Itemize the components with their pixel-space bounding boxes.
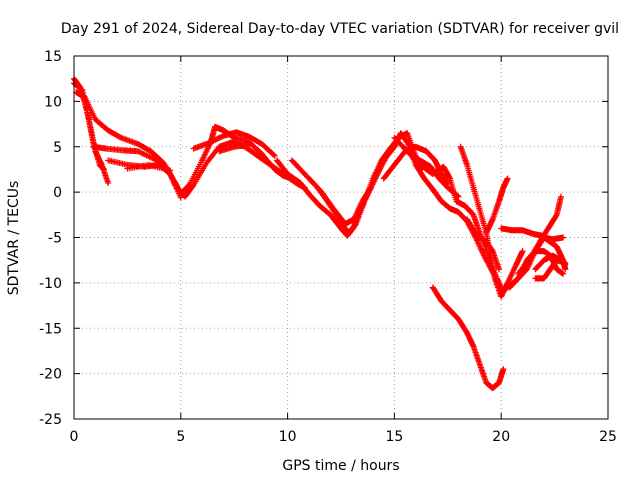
y-tick-label: -5 — [48, 231, 62, 247]
y-tick-label: 15 — [44, 49, 62, 65]
x-tick-label: 10 — [279, 429, 297, 445]
series-arc-11 — [305, 166, 383, 227]
data-point — [558, 193, 565, 200]
data-point — [177, 194, 184, 201]
y-tick-label: -25 — [39, 412, 62, 428]
grid — [74, 56, 608, 419]
y-tick-label: -20 — [39, 367, 62, 383]
y-tick-label: 10 — [44, 94, 62, 110]
x-tick-label: 20 — [492, 429, 510, 445]
data-point — [376, 166, 383, 173]
y-tick-label: 5 — [53, 140, 62, 156]
y-tick-label: -10 — [39, 276, 62, 292]
series-arc-16 — [464, 216, 503, 273]
y-tick-label: 0 — [53, 185, 62, 201]
x-tick-label: 0 — [70, 429, 79, 445]
data-point — [270, 151, 277, 158]
series-arc-8 — [216, 141, 253, 155]
series-arc-18 — [429, 284, 507, 392]
x-tick-label: 25 — [599, 429, 617, 445]
series-arc-7 — [190, 129, 278, 159]
data-point — [496, 266, 503, 273]
data-point — [167, 167, 174, 174]
data-point — [504, 175, 511, 182]
data-point — [454, 192, 461, 199]
series-arc-23 — [532, 257, 569, 282]
data-point — [271, 152, 278, 159]
data-point — [78, 86, 85, 93]
y-tick-label: -15 — [39, 321, 62, 337]
x-tick-label: 15 — [385, 429, 403, 445]
ticks — [73, 55, 609, 420]
series-arc-14 — [417, 157, 462, 200]
x-tick-label: 5 — [176, 429, 185, 445]
x-axis-label: GPS time / hours — [282, 458, 399, 474]
y-axis-label: SDTVAR / TECUs — [6, 181, 22, 296]
series-arc-6 — [124, 161, 174, 174]
data-point — [500, 366, 507, 373]
data-point — [553, 212, 560, 219]
data-point — [246, 141, 253, 148]
data-point — [560, 270, 567, 277]
data-point — [560, 234, 567, 241]
data-point — [562, 259, 569, 266]
data-point — [519, 248, 526, 255]
chart-title: Day 291 of 2024, Sidereal Day-to-day VTE… — [61, 21, 619, 37]
series-arc-21 — [515, 193, 565, 277]
y-tick-labels: -25 -20 -15 -10 -5 0 5 10 15 — [39, 49, 62, 428]
data-point — [455, 193, 462, 200]
series-arc-2 — [71, 80, 112, 187]
series-arc-17 — [483, 175, 511, 236]
data-points — [71, 75, 569, 392]
data-point — [105, 180, 112, 187]
x-tick-labels: 0 5 10 15 20 25 — [70, 429, 617, 445]
